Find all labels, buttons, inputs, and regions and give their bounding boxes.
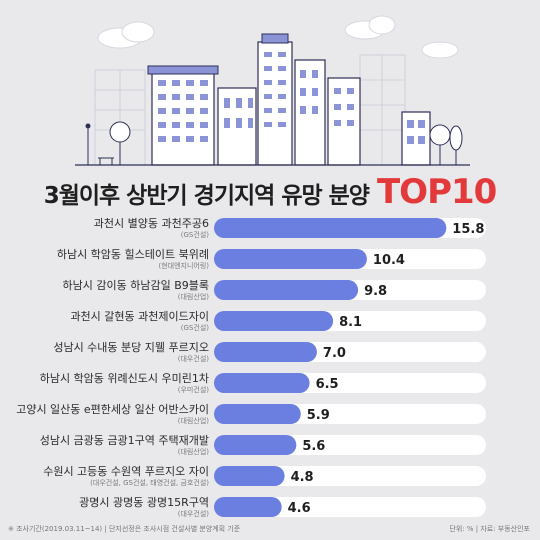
- category-label: 고양시 일산동 e편한세상 일산 어반스카이: [16, 402, 209, 416]
- bar: [214, 249, 367, 269]
- bar: [214, 435, 297, 455]
- bar: [214, 466, 285, 486]
- bar: [214, 497, 282, 517]
- category-label: 하남시 감이동 하남감일 B9블록: [63, 278, 209, 292]
- value-label: 7.0: [323, 346, 346, 361]
- category-label: 하남시 학암동 위례신도시 우미린1차: [40, 371, 209, 385]
- city-skyline-illustration: [75, 15, 470, 166]
- value-label: 4.6: [288, 501, 311, 516]
- builder-label: (대림산업): [178, 416, 209, 425]
- value-label: 9.8: [364, 284, 387, 299]
- category-label: 성남시 수내동 분당 지웰 푸르지오: [53, 341, 209, 354]
- footer-note: ※ 조사기간(2019.03.11~14) | 단지선정은 조사시점 건설사별 …: [8, 525, 241, 533]
- value-label: 15.8: [452, 222, 484, 237]
- chart-title: 3월이후 상반기 경기지역 유망 분양 TOP10: [0, 170, 540, 210]
- bar: [214, 218, 447, 238]
- builder-label: (현대엔지니어링): [158, 261, 209, 270]
- title-accent: TOP10: [376, 172, 497, 212]
- builder-label: (우미건설): [178, 385, 209, 394]
- footer-source: 단위: % | 자료: 부동산인포: [449, 525, 530, 533]
- builder-label: (GS건설): [181, 323, 209, 332]
- footer: ※ 조사기간(2019.03.11~14) | 단지선정은 조사시점 건설사별 …: [8, 524, 530, 536]
- value-label: 8.1: [339, 315, 362, 330]
- builder-label: (대림산업): [178, 292, 209, 301]
- bar: [214, 311, 334, 331]
- value-label: 10.4: [373, 253, 405, 268]
- value-label: 5.6: [302, 439, 325, 454]
- title-main: 3월이후 상반기 경기지역 유망 분양: [43, 183, 370, 209]
- category-label: 하남시 학암동 힐스테이트 북위례: [57, 247, 209, 261]
- value-label: 4.8: [291, 470, 314, 485]
- category-label: 과천시 갈현동 과천제이드자이: [70, 309, 209, 323]
- builder-label: (GS건설): [181, 230, 209, 239]
- category-label: 수원시 고등동 수원역 푸르지오 자이: [43, 465, 209, 478]
- bar-track: [214, 497, 486, 517]
- bar: [214, 342, 317, 362]
- bar: [214, 373, 310, 393]
- builder-label: (대우건설, GS건설, 태영건설, 금호건설): [90, 478, 209, 487]
- category-label: 광명시 광명동 광명15R구역: [79, 496, 209, 509]
- builder-label: (대우건설): [178, 354, 209, 363]
- bar: [214, 404, 301, 424]
- category-label: 성남시 금광동 금광1구역 주택재개발: [40, 434, 209, 447]
- bar: [214, 280, 359, 300]
- category-label: 과천시 별양동 과천주공6: [94, 216, 209, 230]
- builder-label: (대우건설): [178, 509, 209, 518]
- value-label: 5.9: [307, 408, 330, 423]
- value-label: 6.5: [316, 377, 339, 392]
- builder-label: (대림산업): [178, 447, 209, 456]
